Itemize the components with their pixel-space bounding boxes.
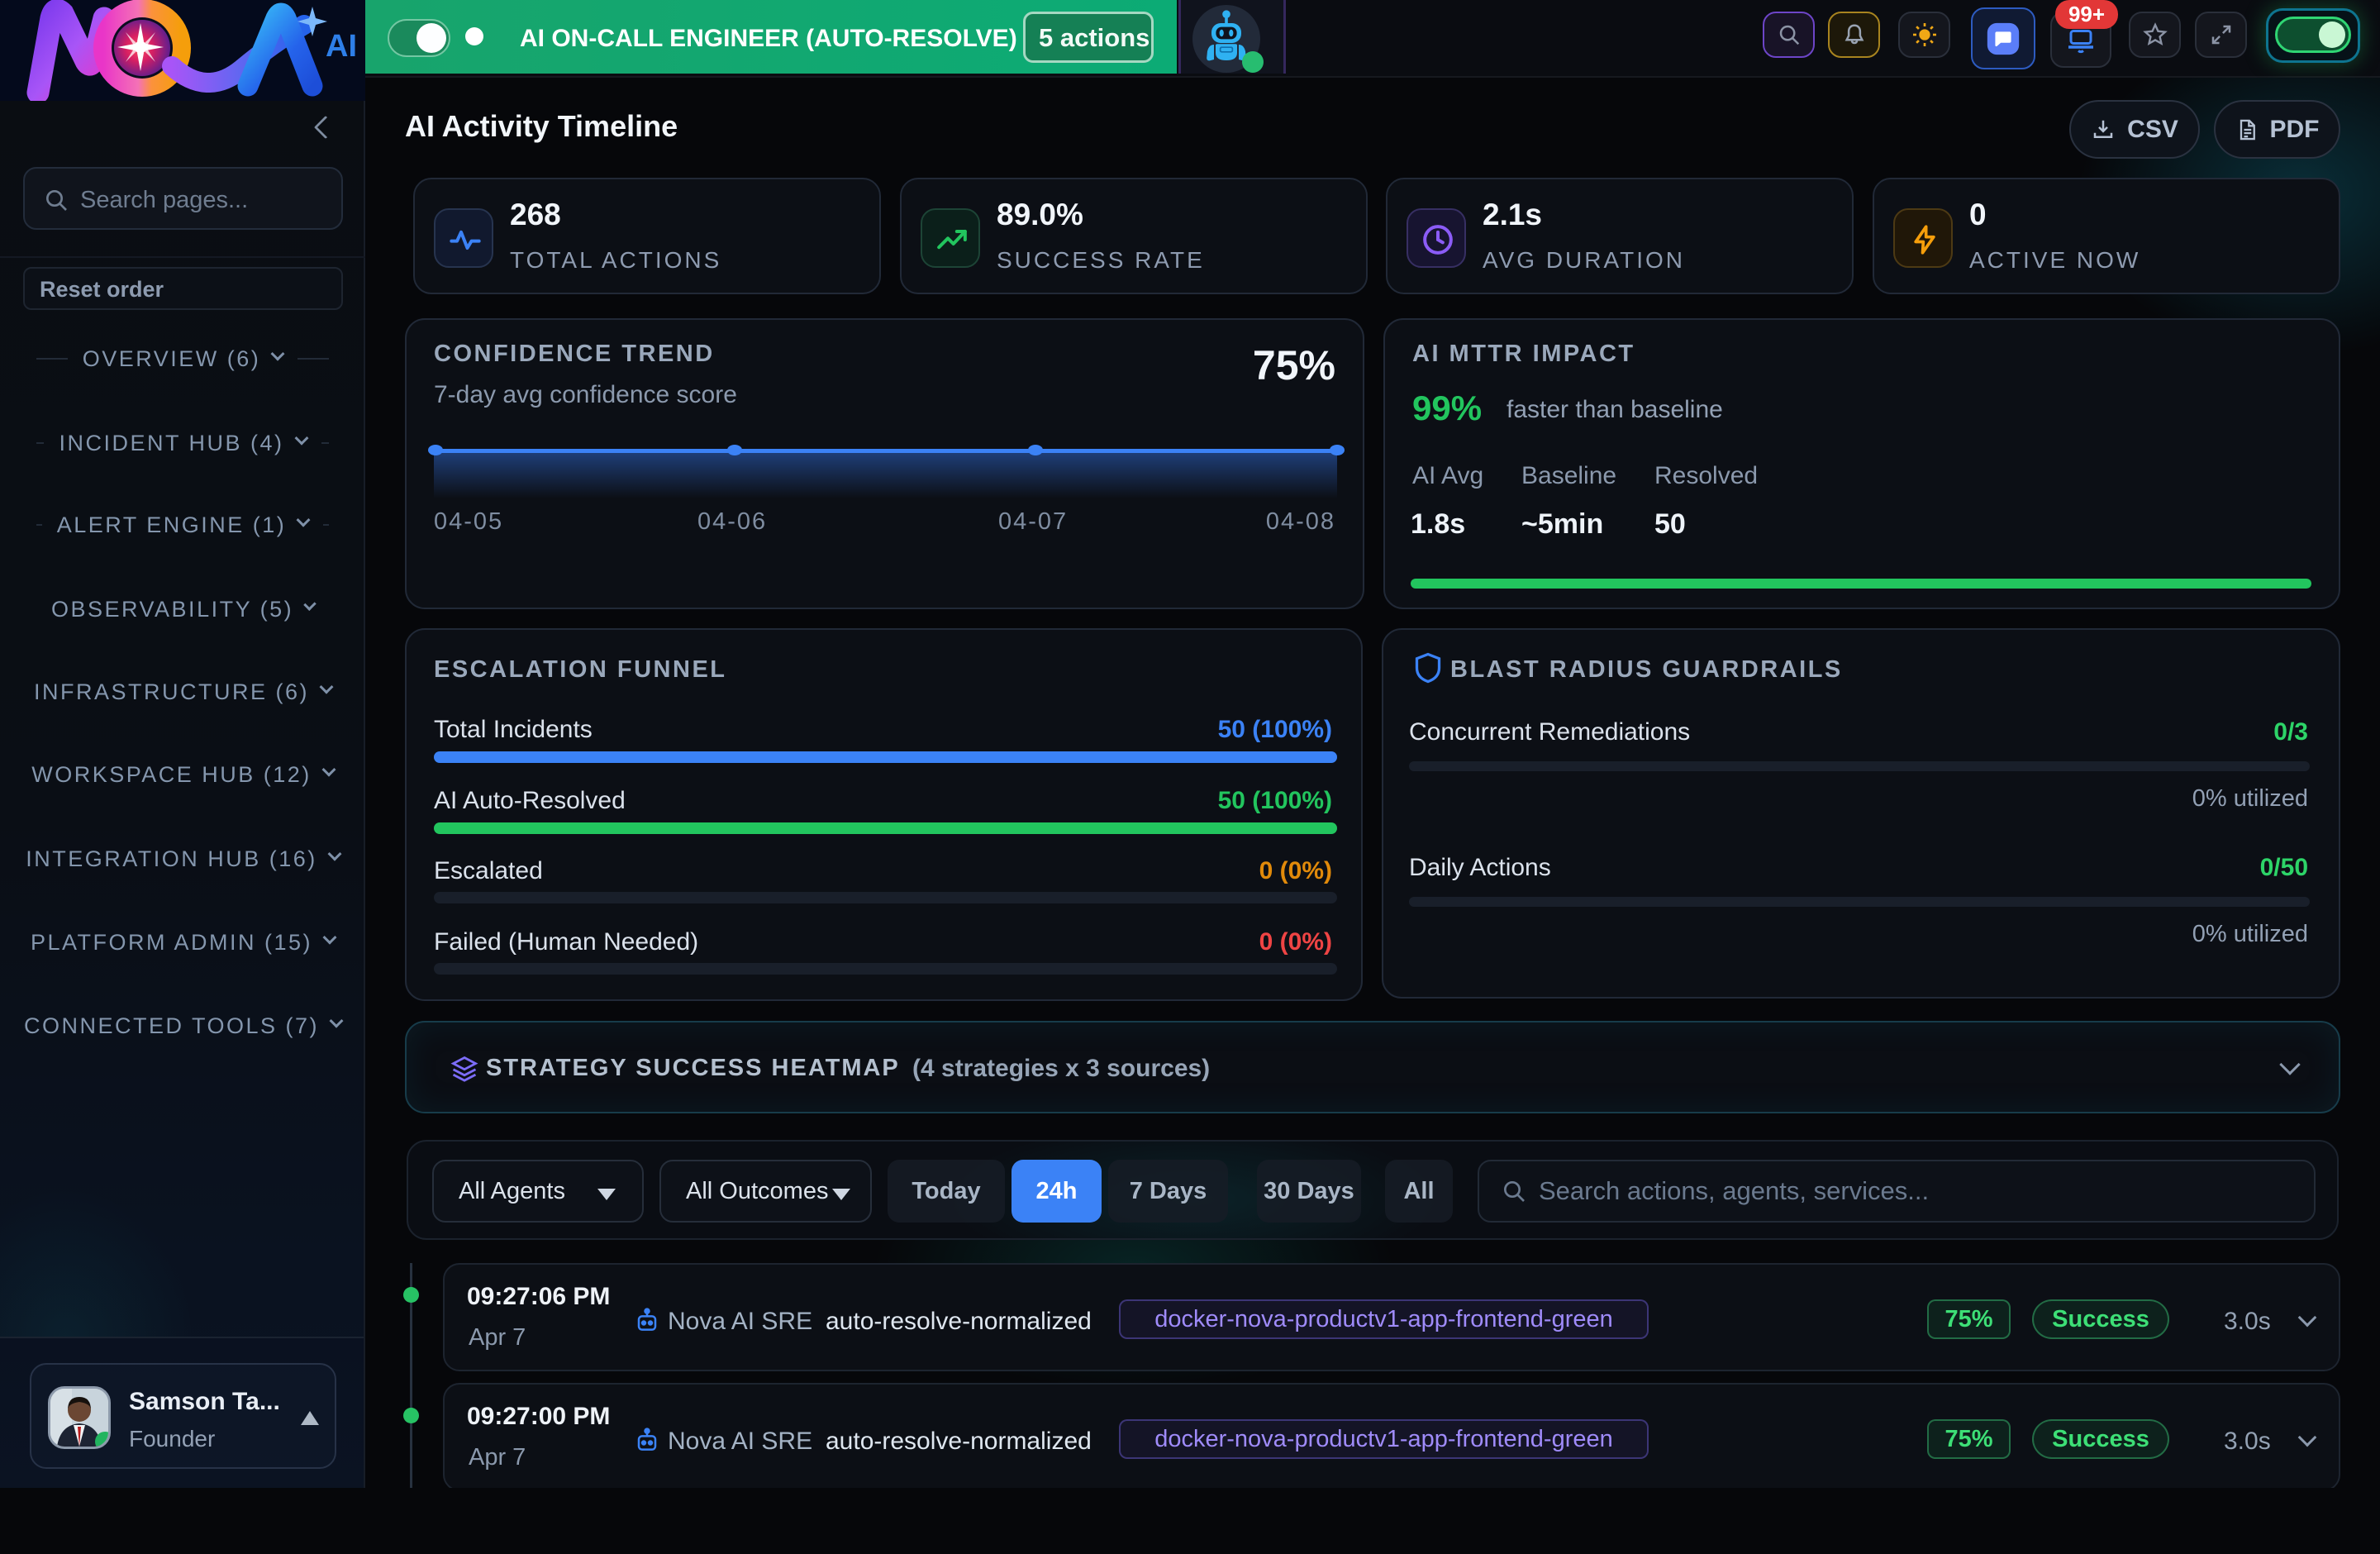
svg-text:AI: AI [326, 29, 357, 64]
